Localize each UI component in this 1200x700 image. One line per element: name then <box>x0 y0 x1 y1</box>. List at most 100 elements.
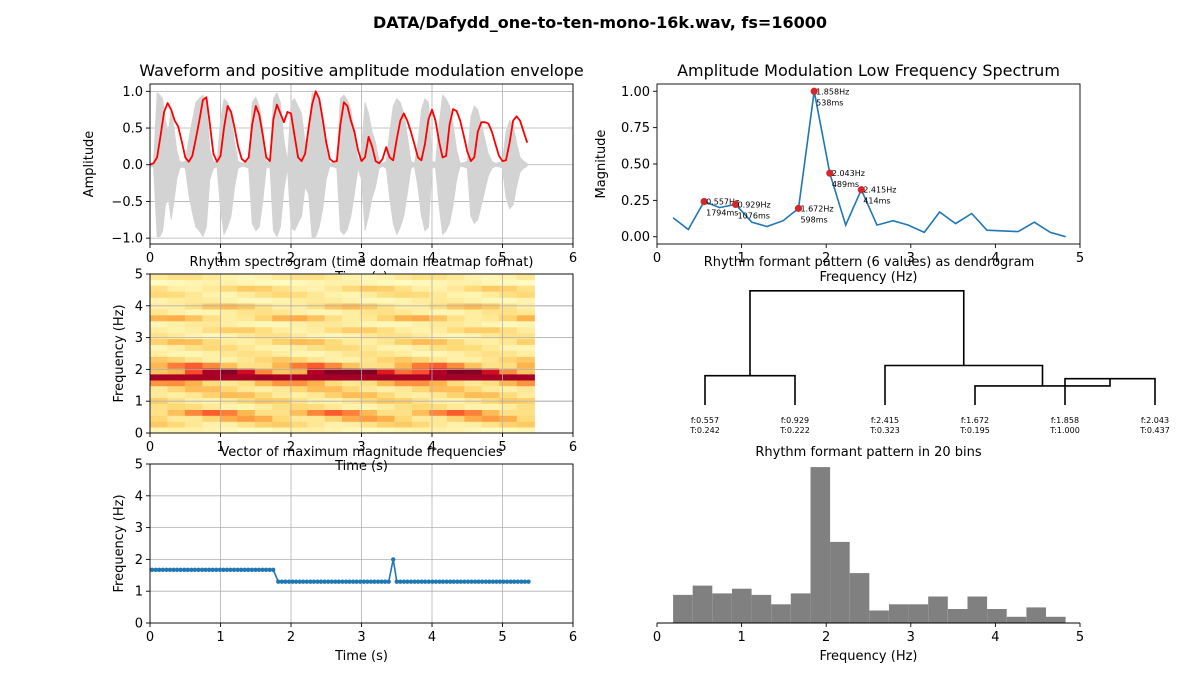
max-freq-point <box>343 579 349 584</box>
spectrogram-cell <box>237 379 256 387</box>
spectrogram-cell <box>516 314 535 322</box>
spectrogram-cell <box>377 373 396 381</box>
spectrogram-cell <box>272 362 291 369</box>
spectrogram-cell <box>499 344 518 351</box>
max-freq-point <box>350 579 356 584</box>
spectrogram-cell <box>342 320 361 328</box>
am_spectrum-xtick-label-2: 2 <box>822 251 830 266</box>
max-freq-point <box>487 579 492 584</box>
spectrogram-cell <box>516 379 535 387</box>
spectrogram-cell <box>219 273 238 280</box>
peak-freq-label-3: 1.858Hz <box>816 87 849 96</box>
spectrogram-cell <box>202 421 221 428</box>
spectrogram-cell <box>237 338 256 345</box>
spectrogram-cell <box>516 421 535 428</box>
max-freq-point <box>157 567 162 572</box>
spectrogram-cell <box>237 291 256 298</box>
max_freq_vector-xtick-label-6: 6 <box>569 630 577 645</box>
spectrogram-cell <box>289 409 308 416</box>
rhythm_spectrogram-title: Rhythm spectrogram (time domain heatmap … <box>190 255 534 270</box>
max-freq-point <box>174 567 180 572</box>
histogram-bar-9 <box>849 573 870 623</box>
spectrogram-cell <box>342 332 361 340</box>
spectrogram-cell <box>516 385 535 393</box>
spectrogram-cell <box>464 379 483 387</box>
spectrogram-cell <box>446 285 465 292</box>
max-freq-point <box>256 567 262 572</box>
spectrogram-cell <box>289 379 308 387</box>
spectrogram-cell <box>307 368 326 375</box>
max-freq-point <box>451 579 456 584</box>
spectrogram-cell <box>516 391 535 398</box>
waveform-axes: Waveform and positive amplitude modulati… <box>82 61 584 285</box>
spectrogram-cell <box>516 356 535 363</box>
spectrogram-cell <box>464 362 483 369</box>
spectrogram-cell <box>446 273 465 280</box>
spectrogram-cell <box>202 409 221 416</box>
max-freq-point <box>301 579 306 584</box>
spectrogram-cell <box>516 427 535 434</box>
formant_histogram-xtick-label-0: 0 <box>653 630 661 645</box>
histogram-bar-18 <box>1026 607 1046 623</box>
spectrogram-cell <box>377 391 396 398</box>
spectrogram-cell <box>184 332 203 340</box>
peak-period-label-4: 489ms <box>832 180 859 189</box>
spectrogram-cell <box>202 291 221 298</box>
histogram-bar-14 <box>947 609 968 623</box>
spectrogram-cell <box>184 320 203 328</box>
spectrogram-cell <box>516 309 535 316</box>
max-freq-point <box>290 579 295 584</box>
spectrogram-cell <box>342 362 361 369</box>
spectrogram-cell <box>272 338 291 345</box>
max-freq-point <box>276 579 281 584</box>
spectrogram-cell <box>464 415 483 422</box>
spectrogram-cell <box>254 285 273 292</box>
spectrogram-cell <box>446 362 465 369</box>
histogram-bar-17 <box>1006 616 1027 623</box>
spectrogram-cell <box>272 368 291 375</box>
spectrogram-cell <box>464 314 483 322</box>
spectrogram-cell <box>359 391 378 398</box>
spectrogram-cell <box>516 368 535 375</box>
spectrogram-cell <box>446 297 465 304</box>
rhythm_spectrogram-ytick-label-1: 1 <box>135 395 143 410</box>
spectrogram-cell <box>446 350 465 357</box>
spectrogram-cell <box>394 373 413 381</box>
spectrogram-cell <box>184 273 203 280</box>
peak-marker-1 <box>731 200 740 209</box>
spectrogram-cell <box>219 344 238 351</box>
spectrogram-cell <box>377 356 396 363</box>
spectrogram-cell <box>394 421 413 428</box>
spectrogram-cell <box>394 391 413 398</box>
spectrogram-cell <box>499 397 518 404</box>
spectrogram-cell <box>202 368 221 375</box>
spectrogram-cell <box>516 326 535 334</box>
spectrogram-cell <box>464 302 483 310</box>
spectrogram-cell <box>446 291 465 298</box>
spectrogram-cell <box>446 302 465 310</box>
spectrogram-cell <box>464 309 483 316</box>
dendrogram-leaf-weight-4: T:1.000 <box>1049 426 1080 435</box>
spectrogram-cell <box>412 320 431 328</box>
spectrogram-cell <box>464 385 483 393</box>
max-freq-point <box>203 567 208 572</box>
spectrogram-cell <box>481 297 500 304</box>
spectrogram-cell <box>481 302 500 310</box>
spectrogram-cell <box>289 309 308 316</box>
spectrogram-cell <box>272 320 291 328</box>
spectrogram-cell <box>167 427 186 434</box>
histogram-bar-10 <box>869 610 889 623</box>
max_freq_vector-xtick-label-1: 1 <box>216 630 224 645</box>
spectrogram-cell <box>237 326 256 334</box>
spectrogram-cell <box>377 309 396 316</box>
spectrogram-cell <box>516 409 535 416</box>
spectrogram-cell <box>464 273 483 280</box>
spectrogram-cell <box>167 309 186 316</box>
spectrogram-cell <box>167 332 186 340</box>
spectrogram-cell <box>254 291 273 298</box>
peak-period-label-2: 598ms <box>800 215 827 224</box>
spectrogram-cell <box>219 326 238 334</box>
spectrogram-cell <box>412 379 431 387</box>
spectrogram-cell <box>359 320 378 328</box>
spectrogram-cell <box>237 356 256 363</box>
